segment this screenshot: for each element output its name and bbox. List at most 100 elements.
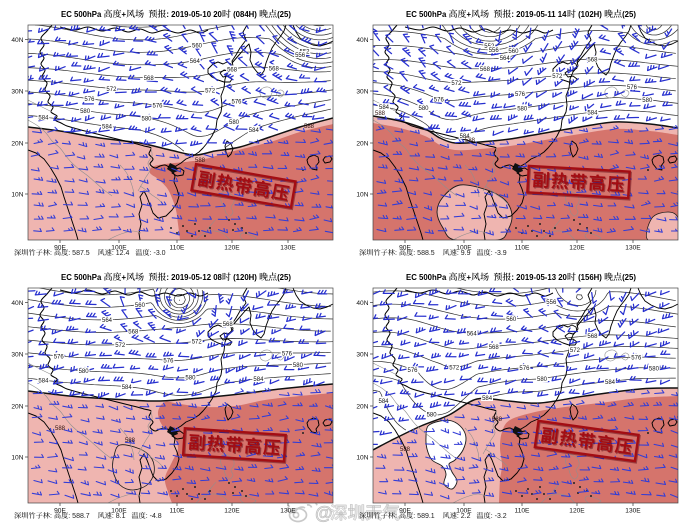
svg-text:572: 572: [115, 343, 126, 349]
svg-text:(120H): (120H): [231, 273, 259, 282]
svg-text:576: 576: [282, 351, 293, 357]
svg-text:564: 564: [190, 59, 201, 65]
svg-text:30N: 30N: [356, 88, 368, 95]
svg-text:110E: 110E: [170, 245, 186, 252]
svg-text:572: 572: [570, 348, 581, 354]
svg-text:560: 560: [508, 49, 519, 55]
svg-text:30N: 30N: [11, 88, 23, 95]
svg-text:576: 576: [407, 368, 418, 374]
svg-text:: 2019-05-12 08: : 2019-05-12 08: [166, 273, 222, 282]
svg-text:30N: 30N: [356, 351, 368, 358]
svg-text:90E: 90E: [54, 245, 66, 252]
svg-text:: 12.4: : 12.4: [112, 250, 135, 257]
svg-text:: 2019-05-11 14: : 2019-05-11 14: [511, 10, 567, 19]
svg-text:(156H): (156H): [576, 273, 604, 282]
svg-text:: -3.2: : -3.2: [491, 513, 507, 520]
svg-text:584: 584: [38, 115, 49, 121]
svg-text:568: 568: [587, 58, 598, 64]
svg-text:120E: 120E: [224, 508, 240, 515]
svg-text:584: 584: [102, 125, 113, 131]
svg-text:588: 588: [375, 111, 386, 117]
svg-text:(25): (25): [277, 10, 291, 19]
svg-text:130E: 130E: [280, 245, 296, 252]
svg-text:560: 560: [135, 303, 146, 309]
svg-text:+: +: [122, 10, 127, 19]
svg-text:564: 564: [467, 331, 478, 337]
svg-text:10N: 10N: [11, 454, 23, 461]
svg-text:120E: 120E: [569, 508, 585, 515]
svg-text:576: 576: [163, 359, 174, 365]
svg-text:588: 588: [492, 417, 503, 423]
svg-text:580: 580: [517, 106, 528, 112]
svg-text:560: 560: [506, 317, 517, 323]
svg-text:588: 588: [55, 426, 66, 432]
svg-text:568: 568: [223, 322, 234, 328]
svg-text:572: 572: [205, 89, 216, 95]
svg-text:40N: 40N: [11, 37, 23, 44]
svg-text:576: 576: [54, 354, 65, 360]
svg-text:40N: 40N: [356, 37, 368, 44]
svg-text:568: 568: [128, 330, 139, 336]
svg-text:100E: 100E: [111, 508, 127, 515]
svg-text:580: 580: [141, 116, 152, 122]
svg-text:560: 560: [192, 44, 203, 50]
svg-text:90E: 90E: [399, 508, 411, 515]
svg-text:576: 576: [515, 92, 526, 98]
svg-text:40N: 40N: [11, 300, 23, 307]
svg-text:584: 584: [460, 134, 471, 140]
svg-text:10N: 10N: [356, 191, 368, 198]
svg-text:584: 584: [378, 399, 389, 405]
svg-text:568: 568: [269, 66, 280, 72]
svg-text:580: 580: [293, 363, 304, 369]
svg-text:(25): (25): [622, 10, 636, 19]
svg-text:564: 564: [500, 56, 511, 62]
svg-text:584: 584: [249, 128, 260, 134]
svg-text:584: 584: [379, 105, 390, 111]
svg-text:556: 556: [295, 53, 306, 59]
svg-text:580: 580: [229, 120, 240, 126]
svg-text:568: 568: [587, 334, 598, 340]
svg-text:10N: 10N: [11, 191, 23, 198]
svg-text:580: 580: [418, 106, 429, 112]
svg-text:(25): (25): [622, 273, 636, 282]
svg-text:120E: 120E: [224, 245, 240, 252]
svg-text:556: 556: [489, 48, 500, 54]
svg-text:584: 584: [253, 377, 264, 383]
svg-text:: 587.5: : 587.5: [68, 250, 97, 257]
svg-text:576: 576: [627, 85, 638, 91]
svg-text:+: +: [122, 273, 127, 282]
svg-text:EC 500hPa: EC 500hPa: [406, 10, 448, 19]
svg-text:588: 588: [400, 447, 411, 453]
svg-text:576: 576: [84, 97, 95, 103]
svg-text:20N: 20N: [356, 140, 368, 147]
svg-text:40N: 40N: [356, 300, 368, 307]
svg-text:580: 580: [537, 377, 548, 383]
svg-text:580: 580: [185, 375, 196, 381]
svg-text:564: 564: [102, 318, 113, 324]
svg-text:580: 580: [79, 369, 90, 375]
svg-text:584: 584: [122, 385, 133, 391]
svg-text:: 588.5: : 588.5: [413, 250, 442, 257]
svg-text:572: 572: [192, 340, 203, 346]
svg-text:572: 572: [451, 81, 462, 87]
svg-text:568: 568: [144, 76, 155, 82]
svg-text:568: 568: [489, 345, 500, 351]
svg-text:EC 500hPa: EC 500hPa: [406, 273, 448, 282]
svg-text:100E: 100E: [456, 508, 472, 515]
svg-text:584: 584: [605, 380, 616, 386]
svg-text:90E: 90E: [399, 245, 411, 252]
svg-text:572: 572: [106, 87, 117, 93]
svg-text:: 2019-05-10 20: : 2019-05-10 20: [166, 10, 222, 19]
svg-text:30N: 30N: [11, 351, 23, 358]
svg-text:584: 584: [587, 111, 598, 117]
svg-text:: 588.7: : 588.7: [68, 513, 97, 520]
svg-text:20N: 20N: [11, 403, 23, 410]
svg-text:572: 572: [552, 74, 563, 80]
svg-text:20N: 20N: [356, 403, 368, 410]
svg-text:576: 576: [519, 366, 530, 372]
svg-text:: 589.1: : 589.1: [413, 513, 442, 520]
svg-text:580: 580: [427, 413, 438, 419]
svg-text:@: @: [315, 503, 333, 523]
svg-text:: -3.9: : -3.9: [491, 250, 507, 257]
svg-text:100E: 100E: [111, 245, 127, 252]
